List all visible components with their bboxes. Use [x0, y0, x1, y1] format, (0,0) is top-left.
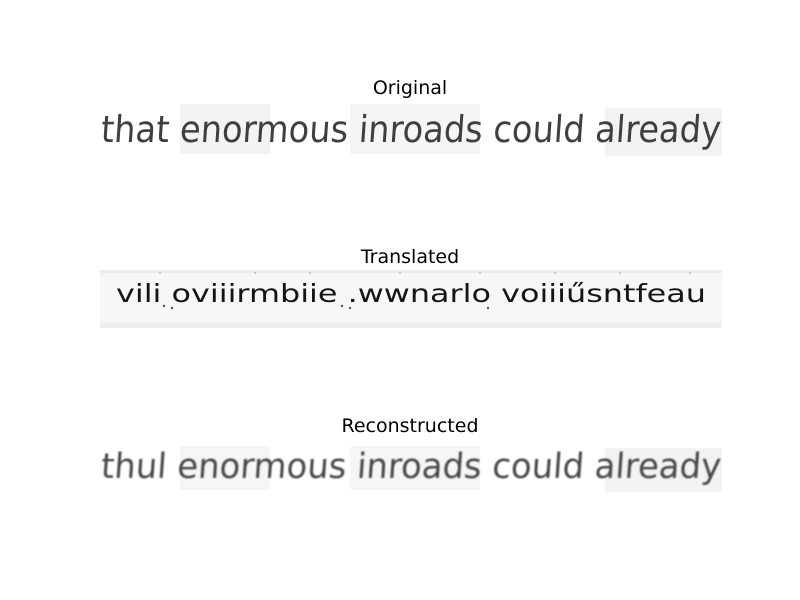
reconstructed-handwriting-text: thul enormous inroads could already: [100, 446, 722, 487]
reconstructed-title: Reconstructed: [341, 415, 479, 437]
translated-handwriting: vili oviiirmbiie .wwnarlo voiiiűsntfeau: [100, 270, 722, 328]
translated-handwriting-text: vili oviiirmbiie .wwnarlo voiiiűsntfeau: [116, 279, 706, 308]
translated-title: Translated: [360, 246, 460, 268]
original-handwriting-text: that enormous inroads could already: [100, 108, 722, 151]
reconstructed-image: thul enormous inroads could already: [100, 440, 722, 498]
reconstructed-handwriting: thul enormous inroads could already: [100, 440, 722, 498]
original-title: Original: [372, 77, 448, 99]
original-image: that enormous inroads could already: [100, 102, 722, 160]
original-handwriting: that enormous inroads could already: [100, 102, 722, 160]
translated-image: vili oviiirmbiie .wwnarlo voiiiűsntfeau: [100, 270, 722, 328]
